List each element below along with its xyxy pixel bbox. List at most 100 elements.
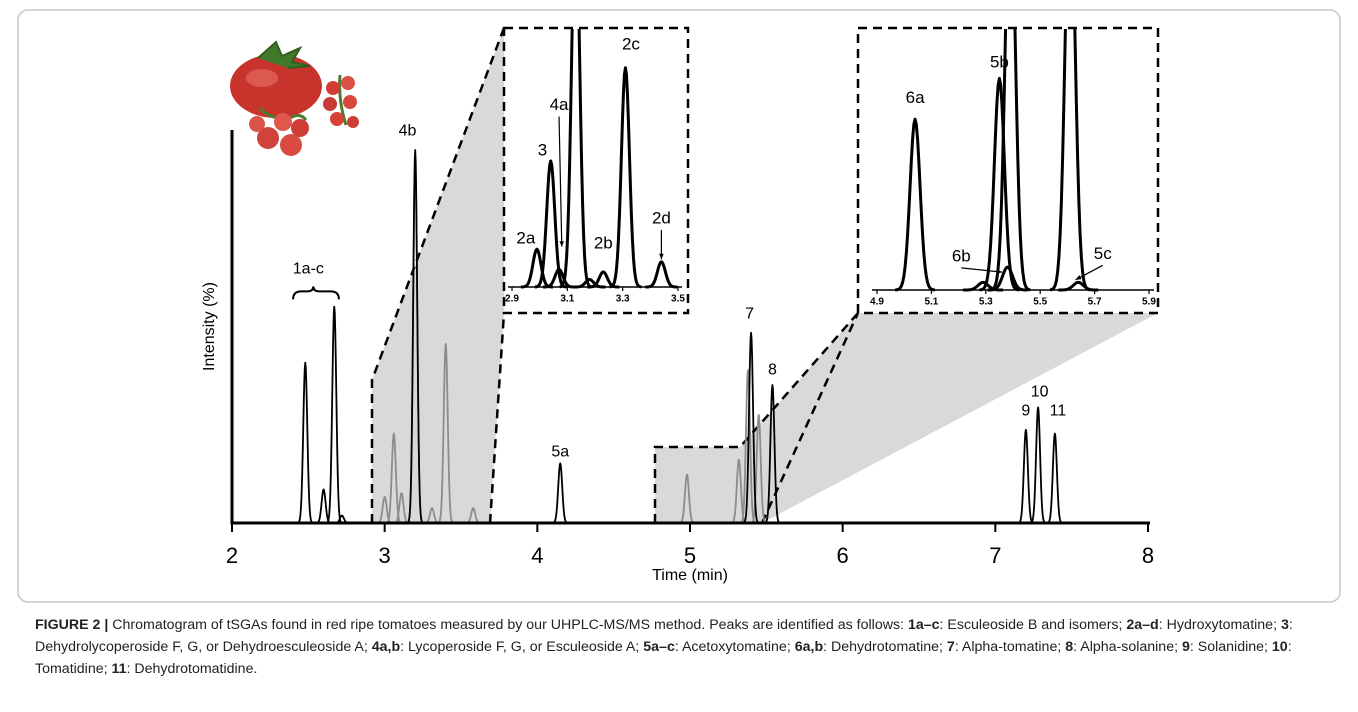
peak — [979, 76, 1020, 292]
peak — [894, 117, 936, 292]
peak — [534, 159, 568, 289]
annotation-arrow — [558, 116, 563, 247]
x-tick-label: 5.3 — [979, 297, 993, 308]
caption-text: 11 — [111, 661, 127, 677]
caption-text: 1a–c — [907, 617, 940, 633]
peak-label: 4a — [550, 95, 569, 114]
caption-text: : Alpha-solanine; — [1073, 639, 1182, 655]
peak-label: 7 — [745, 305, 754, 322]
arrow-head — [559, 241, 565, 247]
x-tick-label: 3.5 — [671, 294, 685, 305]
caption-text: 4a,b — [371, 639, 401, 655]
x-tick-label: 3 — [379, 543, 391, 568]
peak-label: 9 — [1021, 402, 1030, 419]
caption-text: 5a–c — [643, 639, 675, 655]
peak-label: 6b — [952, 246, 971, 265]
arrow-head — [1075, 275, 1082, 280]
caption-text: : Lycoperoside F, G, or Esculeoside A; — [400, 639, 644, 655]
figure-border — [17, 9, 1341, 603]
peak — [1049, 29, 1091, 292]
x-axis-label: Time (min) — [652, 567, 728, 584]
x-tick-label: 2 — [226, 543, 238, 568]
caption-text: 2a–d — [1126, 617, 1159, 633]
peak-label: 5c — [1094, 244, 1112, 263]
peak-label: 8 — [768, 361, 777, 378]
zoom-edge — [488, 312, 506, 524]
x-tick-label: 5.5 — [1033, 297, 1047, 308]
x-tick-label: 5.9 — [1142, 297, 1156, 308]
x-tick-label: 5.7 — [1088, 297, 1102, 308]
x-tick-label: 2.9 — [505, 294, 519, 305]
caption-text: 3 — [1280, 617, 1289, 633]
caption-text: : Hydroxytomatine; — [1158, 617, 1281, 633]
inset-box — [502, 26, 690, 315]
peak — [385, 432, 403, 524]
zoom-region — [655, 313, 1158, 523]
x-tick-label: 5 — [684, 543, 696, 568]
peak-label: 2c — [622, 35, 640, 54]
zoom-region — [372, 28, 504, 523]
peak — [1017, 428, 1035, 524]
peak-label: 2b — [594, 234, 613, 253]
peak-label: 5b — [990, 53, 1009, 72]
peak — [437, 343, 455, 524]
zoom-edge — [370, 27, 506, 523]
caption-text: 7 — [946, 639, 955, 655]
caption-text: 6a,b — [794, 639, 824, 655]
peak-label: 2a — [516, 229, 535, 248]
x-tick-label: 8 — [1142, 543, 1154, 568]
peak — [325, 305, 343, 524]
caption-text: : Solanidine; — [1189, 639, 1272, 655]
x-tick-label: 6 — [837, 543, 849, 568]
figure-caption: FIGURE 2 | Chromatogram of tSGAs found i… — [35, 614, 1330, 680]
caption-text: FIGURE 2 | — [35, 617, 109, 633]
caption-text: 9 — [1181, 639, 1190, 655]
peak — [750, 413, 768, 524]
peak-label: 5a — [551, 443, 569, 460]
peak — [1046, 432, 1064, 524]
peak-label: 2d — [652, 208, 671, 227]
x-tick-label: 4.9 — [870, 297, 884, 308]
caption-text: 8 — [1065, 639, 1074, 655]
peak-label: 4b — [399, 123, 417, 140]
peak — [1029, 406, 1047, 524]
peak — [559, 29, 593, 289]
tomato-illustration — [230, 40, 359, 156]
peak — [990, 29, 1031, 292]
arrow-head — [659, 253, 664, 260]
x-tick-label: 3.3 — [616, 294, 630, 305]
inset-box — [856, 26, 1160, 315]
bracket — [292, 286, 340, 300]
caption-text: : Dehydrotomatine; — [823, 639, 947, 655]
caption-text: Chromatogram of tSGAs found in red ripe … — [108, 617, 908, 633]
arrow-head — [996, 269, 1003, 274]
peak-label: 11 — [1050, 402, 1067, 419]
peak — [742, 331, 760, 524]
peak-label: 3 — [538, 140, 547, 159]
zoom-edge — [653, 312, 859, 523]
caption-text: : Alpha-tomatine; — [954, 639, 1066, 655]
caption-text: : Acetoxytomatine; — [674, 639, 795, 655]
x-tick-label: 7 — [989, 543, 1001, 568]
peak — [296, 361, 314, 524]
peak — [551, 462, 569, 524]
x-tick-label: 4 — [531, 543, 543, 568]
peak — [764, 384, 781, 524]
caption-text: : Dehydrotomatidine. — [126, 661, 258, 677]
peak-label: 1a-c — [293, 261, 324, 278]
peak — [608, 66, 642, 289]
caption-text: : Dehydrolycoperoside F, G, or Dehydroes… — [35, 617, 1297, 655]
zoom-edge — [760, 312, 860, 524]
peak-label: 6a — [906, 88, 925, 107]
caption-text: 10 — [1271, 639, 1288, 655]
peak — [406, 149, 424, 524]
y-axis-label: Intensity (%) — [201, 282, 218, 371]
annotation-arrow — [961, 267, 1003, 273]
x-tick-label: 3.1 — [560, 294, 574, 305]
caption-text: : Tomatidine; — [35, 639, 1296, 677]
peak-label: 10 — [1031, 384, 1049, 401]
x-tick-label: 5.1 — [924, 297, 938, 308]
caption-text: : Esculeoside B and isomers; — [939, 617, 1127, 633]
